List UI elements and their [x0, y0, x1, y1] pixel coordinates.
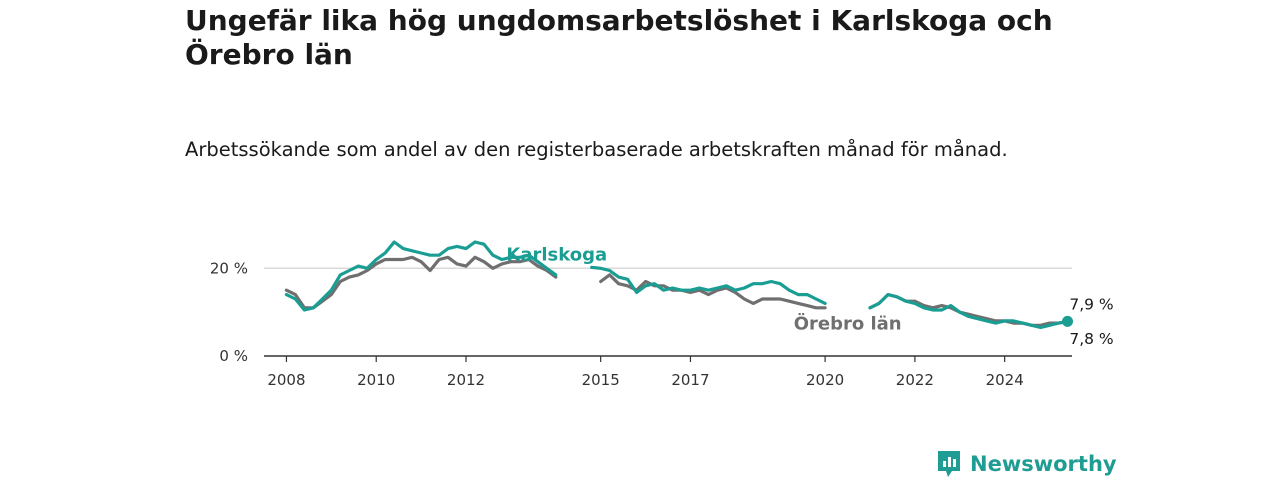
end-label-orebro: 7,8 %	[1069, 330, 1113, 348]
x-tick-label-2015: 2015	[582, 371, 620, 389]
newsworthy-logo: Newsworthy	[936, 447, 1117, 481]
chart-subtitle: Arbetssökande som andel av den registerb…	[185, 138, 1008, 161]
newsworthy-brand-name: Newsworthy	[970, 452, 1117, 476]
x-tick-label-2012: 2012	[447, 371, 485, 389]
x-tick-label-2024: 2024	[986, 371, 1024, 389]
x-tick-label-2017: 2017	[671, 371, 709, 389]
y-tick-label-20: 20 %	[210, 259, 248, 277]
x-tick-label-2020: 2020	[806, 371, 844, 389]
series-label-karlskoga: Karlskoga	[506, 244, 607, 265]
end-label-karlskoga: 7,9 %	[1069, 295, 1113, 313]
chart-title: Ungefär lika hög ungdomsarbetslöshet i K…	[185, 4, 1053, 71]
y-tick-label-0: 0 %	[219, 347, 248, 365]
series-line-orebro-0	[284, 255, 558, 310]
x-tick-label-2022: 2022	[896, 371, 934, 389]
x-tick-label-2010: 2010	[357, 371, 395, 389]
series-line-karlskoga-0	[284, 240, 558, 312]
series-line-karlskoga-1	[590, 265, 827, 305]
newsworthy-logo-icon	[938, 451, 960, 477]
x-tick-label-2008: 2008	[267, 371, 305, 389]
series-line-karlskoga-2	[868, 293, 1070, 330]
series-line-orebro-1	[599, 273, 827, 310]
series-label-orebro: Örebro län	[794, 313, 902, 335]
end-point-karlskoga	[1062, 315, 1074, 327]
